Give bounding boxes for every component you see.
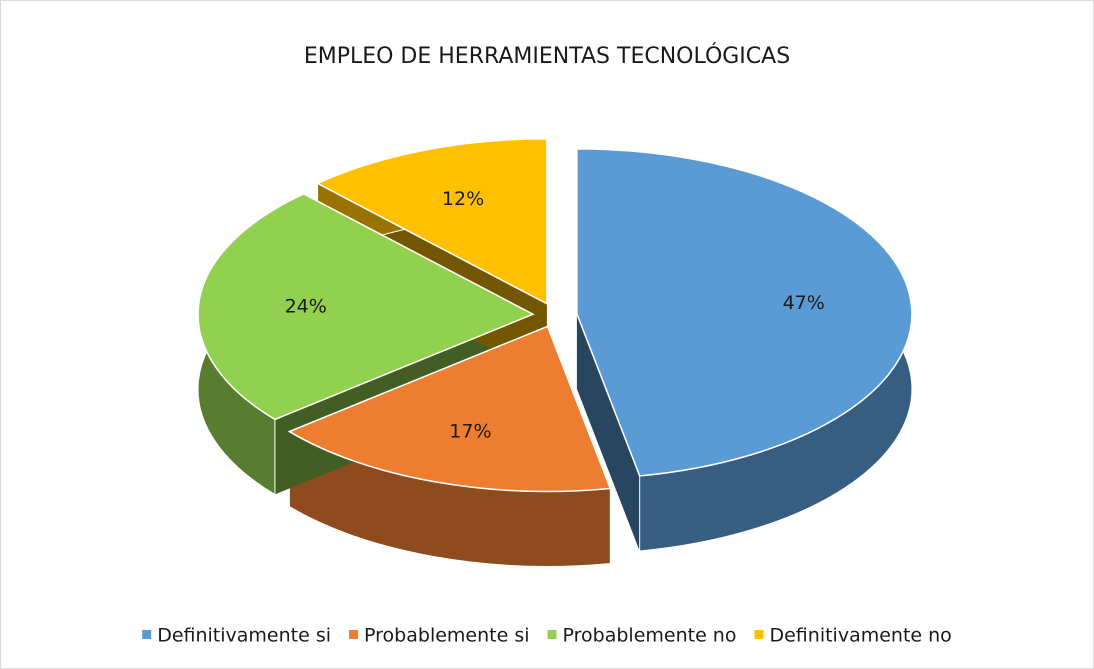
data-label: 24% — [285, 296, 327, 318]
pie-slice — [197, 193, 535, 421]
pie-slice — [287, 325, 612, 493]
chart-title: EMPLEO DE HERRAMIENTAS TECNOLÓGICAS — [304, 43, 790, 69]
data-label: 47% — [783, 292, 825, 314]
legend-label: Probablemente si — [364, 625, 529, 647]
data-label: 12% — [442, 188, 484, 210]
legend-swatch — [142, 630, 152, 639]
legend-swatch — [349, 630, 359, 639]
slice-tops — [197, 137, 913, 493]
legend-label: Definitivamente si — [157, 625, 331, 647]
legend: Definitivamente si Probablemente si Probab… — [142, 625, 952, 647]
slice-side — [576, 313, 640, 551]
legend-swatch — [547, 630, 557, 639]
pie-slice — [576, 148, 913, 477]
legend-label: Probablemente no — [563, 625, 737, 647]
legend-swatch — [754, 630, 764, 639]
pie-slice — [315, 137, 548, 305]
data-label: 17% — [449, 420, 491, 442]
legend-label: Definitivamente no — [769, 625, 951, 647]
